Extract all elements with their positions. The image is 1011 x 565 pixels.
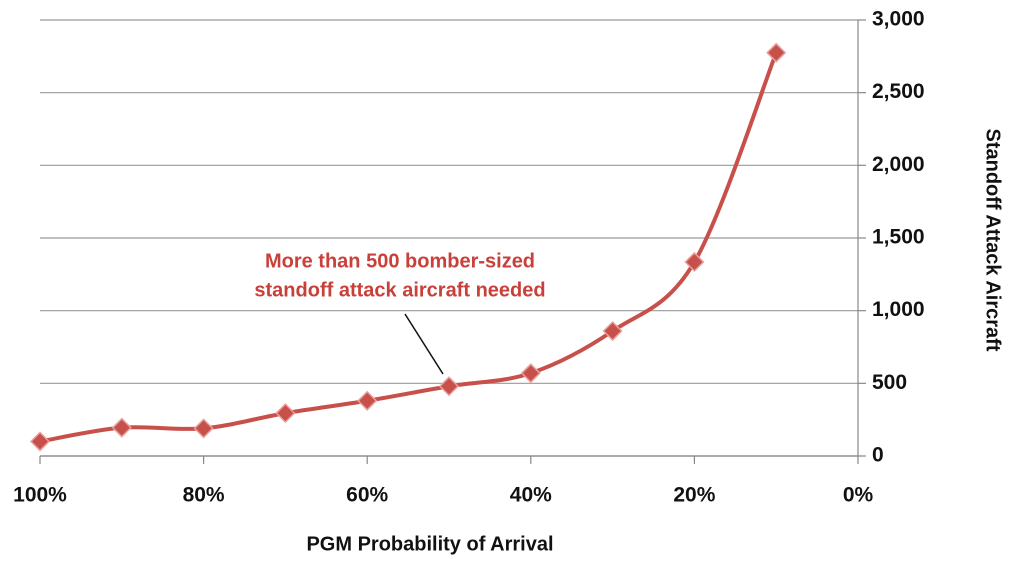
y-tick-label: 1,500 (872, 226, 925, 249)
annotation-leader (404, 313, 444, 375)
marker (684, 251, 705, 273)
marker (602, 320, 623, 342)
x-tick-label: 0% (843, 484, 874, 507)
x-axis-title: PGM Probability of Arrival (306, 533, 553, 555)
y-axis-title: Standoff Attack Aircraft (982, 129, 1004, 352)
y-tick-label: 0 (872, 444, 884, 467)
y-tick-label: 1,000 (872, 298, 925, 321)
x-tick-label: 20% (673, 484, 715, 507)
marker (520, 363, 541, 384)
x-tick-label: 60% (346, 484, 388, 507)
marker (766, 42, 787, 63)
marker (438, 376, 460, 397)
x-tick-label: 80% (183, 484, 225, 507)
x-tick-label: 100% (13, 484, 67, 507)
marker (193, 418, 214, 439)
annotation: More than 500 bomber-sized (265, 250, 535, 272)
y-tick-label: 2,500 (872, 80, 925, 103)
y-tick-label: 500 (872, 371, 907, 394)
marker (111, 417, 132, 438)
x-tick-label: 40% (510, 484, 552, 507)
marker (275, 403, 296, 424)
y-tick-label: 3,000 (872, 8, 925, 31)
annotation: standoff attack aircraft needed (254, 279, 545, 301)
marker (29, 431, 51, 452)
y-tick-label: 2,000 (872, 153, 925, 176)
marker (357, 390, 378, 411)
